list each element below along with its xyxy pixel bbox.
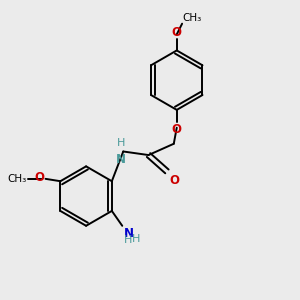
Text: N: N <box>124 227 134 240</box>
Text: H: H <box>117 138 125 148</box>
Text: O: O <box>34 171 44 184</box>
Text: H: H <box>124 235 132 245</box>
Text: H: H <box>132 234 140 244</box>
Text: CH₃: CH₃ <box>182 13 201 23</box>
Text: O: O <box>172 26 182 38</box>
Text: O: O <box>169 174 179 187</box>
Text: N: N <box>116 153 126 166</box>
Text: CH₃: CH₃ <box>8 174 27 184</box>
Text: O: O <box>172 123 182 136</box>
